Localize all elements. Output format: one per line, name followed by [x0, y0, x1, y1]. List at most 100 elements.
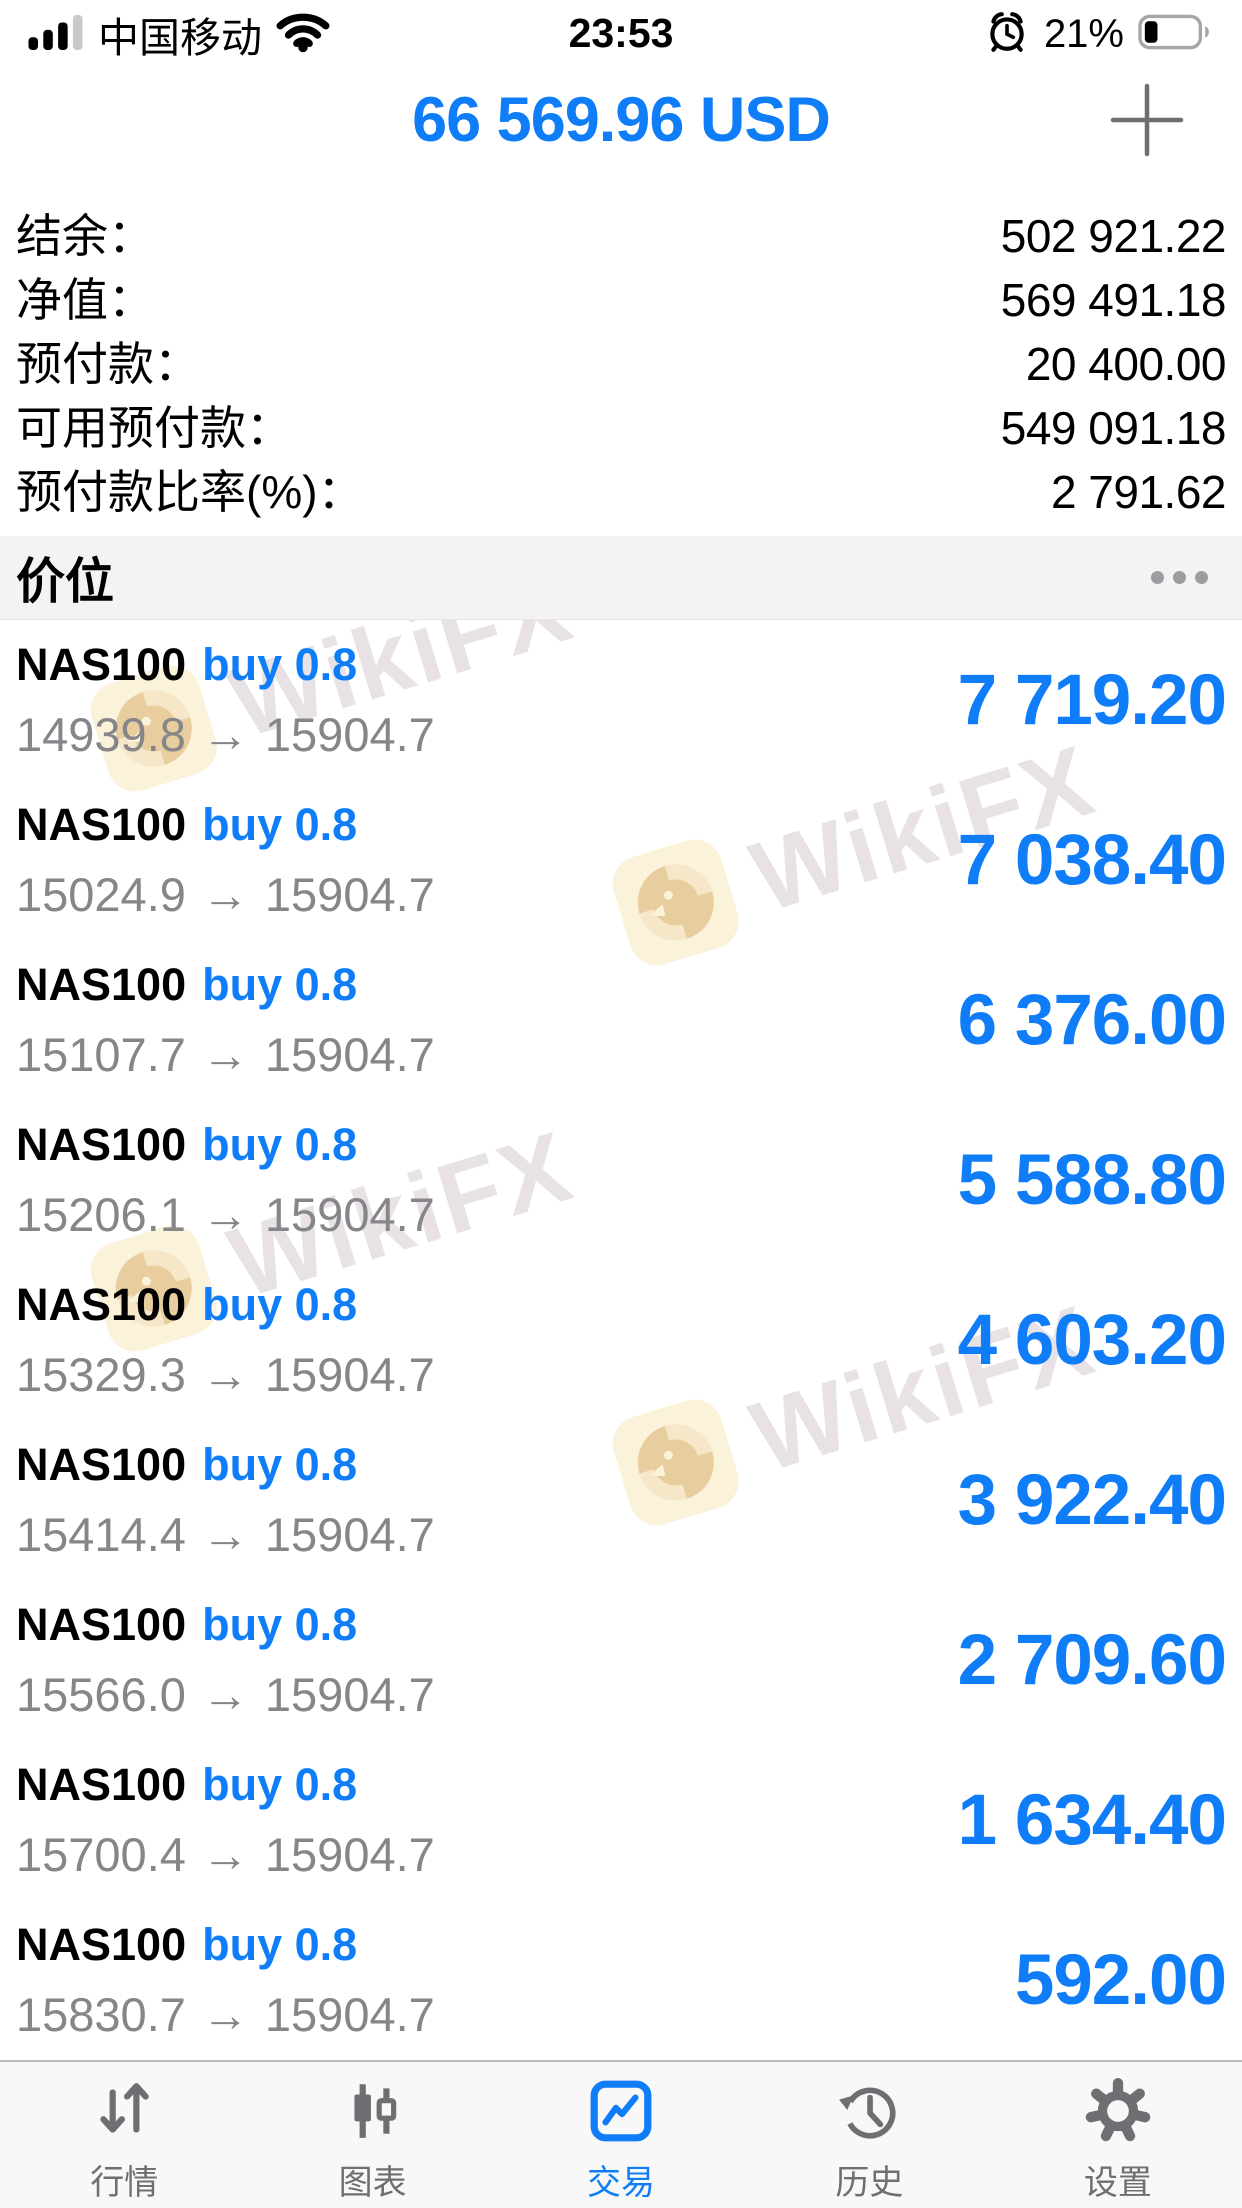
- plus-icon: [1107, 80, 1187, 163]
- arrow-right-icon: →: [201, 1187, 249, 1241]
- trade-row[interactable]: NAS100 buy 0.8 15107.7 → 15904.7 6 376.0…: [0, 940, 1242, 1100]
- trade-info: NAS100 buy 0.8 15329.3 → 15904.7: [16, 1279, 435, 1402]
- trade-row[interactable]: NAS100 buy 0.8 15206.1 → 15904.7 5 588.8…: [0, 1100, 1242, 1260]
- trade-current-price: 15904.7: [264, 1667, 435, 1721]
- trade-info: NAS100 buy 0.8 15206.1 → 15904.7: [16, 1119, 435, 1242]
- status-bar: 中国移动 23:53: [0, 0, 1242, 61]
- account-summary-row: 可用预付款： 549 091.18: [16, 396, 1227, 460]
- trade-info: NAS100 buy 0.8 15566.0 → 15904.7: [16, 1599, 435, 1722]
- trade-current-price: 15904.7: [264, 867, 435, 921]
- trade-side-volume: buy 0.8: [202, 1438, 358, 1490]
- trade-open-price: 15830.7: [16, 1987, 186, 2041]
- trade-open-price: 15566.0: [16, 1667, 186, 1721]
- trade-info: NAS100 buy 0.8 15107.7 → 15904.7: [16, 959, 435, 1082]
- positions-more-button[interactable]: [1151, 561, 1208, 594]
- more-dots-icon: [1151, 571, 1164, 584]
- trade-row[interactable]: NAS100 buy 0.8 15024.9 → 15904.7 7 038.4…: [0, 780, 1242, 940]
- trade-title-line: NAS100 buy 0.8: [16, 1439, 435, 1491]
- summary-value: 502 921.22: [1000, 210, 1227, 262]
- trade-row[interactable]: NAS100 buy 0.8 15830.7 → 15904.7 592.00: [0, 1900, 1242, 2060]
- trade-symbol: NAS100: [16, 638, 187, 690]
- status-left: 中国移动: [28, 4, 330, 64]
- cellular-signal-icon: [28, 14, 84, 55]
- trade-side-volume: buy 0.8: [202, 798, 358, 850]
- trade-row[interactable]: NAS100 buy 0.8 15566.0 → 15904.7 2 709.6…: [0, 1580, 1242, 1740]
- summary-value: 20 400.00: [1025, 338, 1227, 390]
- updown-arrows-icon: [91, 2078, 157, 2147]
- trade-row[interactable]: NAS100 buy 0.8 15329.3 → 15904.7 4 603.2…: [0, 1260, 1242, 1420]
- trade-profit: 5 588.80: [957, 1140, 1227, 1220]
- trade-title-line: NAS100 buy 0.8: [16, 1279, 435, 1331]
- trade-profit: 592.00: [1014, 1940, 1227, 2020]
- summary-label: 可用预付款：: [16, 402, 292, 454]
- trade-prices-line: 15830.7 → 15904.7: [16, 1987, 435, 2042]
- trade-current-price: 15904.7: [264, 1507, 435, 1561]
- trade-symbol: NAS100: [16, 1598, 187, 1650]
- trade-profit: 4 603.20: [957, 1300, 1227, 1380]
- trade-prices-line: 15700.4 → 15904.7: [16, 1827, 435, 1882]
- summary-value: 2 791.62: [1050, 466, 1227, 518]
- trade-profit: 7 719.20: [957, 660, 1227, 740]
- trade-current-price: 15904.7: [264, 707, 435, 761]
- status-right: 21%: [984, 9, 1214, 60]
- trade-symbol: NAS100: [16, 1758, 187, 1810]
- arrow-right-icon: →: [201, 707, 249, 761]
- summary-value: 569 491.18: [1000, 274, 1227, 326]
- history-clock-icon: [836, 2078, 902, 2147]
- trade-current-price: 15904.7: [264, 1987, 435, 2041]
- account-total-value: 66 569.96 USD: [412, 85, 831, 155]
- trade-profit: 6 376.00: [957, 980, 1227, 1060]
- trade-prices-line: 15206.1 → 15904.7: [16, 1187, 435, 1242]
- trade-side-volume: buy 0.8: [202, 1598, 358, 1650]
- trade-current-price: 15904.7: [264, 1347, 435, 1401]
- trade-profit: 2 709.60: [957, 1620, 1227, 1700]
- trade-profit: 7 038.40: [957, 820, 1227, 900]
- add-button[interactable]: [1106, 80, 1188, 162]
- tab-trade[interactable]: 交易: [497, 2062, 745, 2208]
- trade-prices-line: 15414.4 → 15904.7: [16, 1507, 435, 1562]
- tab-settings[interactable]: 设置: [994, 2062, 1242, 2208]
- trade-list: NAS100 buy 0.8 14939.8 → 15904.7 7 719.2…: [0, 620, 1242, 2060]
- trade-current-price: 15904.7: [264, 1027, 435, 1081]
- battery-icon: [1138, 14, 1214, 55]
- trade-title-line: NAS100 buy 0.8: [16, 639, 435, 691]
- trade-row[interactable]: NAS100 buy 0.8 15414.4 → 15904.7 3 922.4…: [0, 1420, 1242, 1580]
- tab-charts[interactable]: 图表: [248, 2062, 496, 2208]
- tab-settings-label: 设置: [1083, 2164, 1152, 2202]
- trade-symbol: NAS100: [16, 1438, 187, 1490]
- trade-side-volume: buy 0.8: [202, 1758, 358, 1810]
- account-summary-row: 净值： 569 491.18: [16, 268, 1227, 332]
- trade-info: NAS100 buy 0.8 14939.8 → 15904.7: [16, 639, 435, 762]
- trade-title-line: NAS100 buy 0.8: [16, 799, 435, 851]
- account-summary-row: 预付款比率(%)： 2 791.62: [16, 460, 1227, 524]
- arrow-right-icon: →: [201, 1987, 249, 2041]
- trade-profit: 1 634.40: [957, 1780, 1227, 1860]
- account-summary-row: 预付款： 20 400.00: [16, 332, 1227, 396]
- trade-prices-line: 15566.0 → 15904.7: [16, 1667, 435, 1722]
- trade-side-volume: buy 0.8: [202, 1918, 358, 1970]
- arrow-right-icon: →: [201, 1347, 249, 1401]
- trade-current-price: 15904.7: [264, 1187, 435, 1241]
- trade-symbol: NAS100: [16, 798, 187, 850]
- trade-prices-line: 15024.9 → 15904.7: [16, 867, 435, 922]
- trade-open-price: 15414.4: [16, 1507, 186, 1561]
- trade-info: NAS100 buy 0.8 15700.4 → 15904.7: [16, 1759, 435, 1882]
- trade-row[interactable]: NAS100 buy 0.8 14939.8 → 15904.7 7 719.2…: [0, 620, 1242, 780]
- trade-prices-line: 15329.3 → 15904.7: [16, 1347, 435, 1402]
- trade-title-line: NAS100 buy 0.8: [16, 1599, 435, 1651]
- summary-label: 预付款比率(%)：: [16, 466, 364, 518]
- trade-info: NAS100 buy 0.8 15414.4 → 15904.7: [16, 1439, 435, 1562]
- tab-history-label: 历史: [835, 2164, 904, 2202]
- tab-quotes[interactable]: 行情: [0, 2062, 248, 2208]
- trade-open-price: 15700.4: [16, 1827, 186, 1881]
- trade-symbol: NAS100: [16, 1918, 187, 1970]
- tab-history[interactable]: 历史: [745, 2062, 993, 2208]
- trade-open-price: 15206.1: [16, 1187, 186, 1241]
- arrow-right-icon: →: [201, 867, 249, 921]
- account-summary-row: 结余： 502 921.22: [16, 204, 1227, 268]
- account-summary: 结余： 502 921.22 净值： 569 491.18 预付款： 20 40…: [0, 200, 1242, 536]
- trade-row[interactable]: NAS100 buy 0.8 15700.4 → 15904.7 1 634.4…: [0, 1740, 1242, 1900]
- trade-symbol: NAS100: [16, 1278, 187, 1330]
- battery-percent-label: 21%: [1043, 11, 1124, 56]
